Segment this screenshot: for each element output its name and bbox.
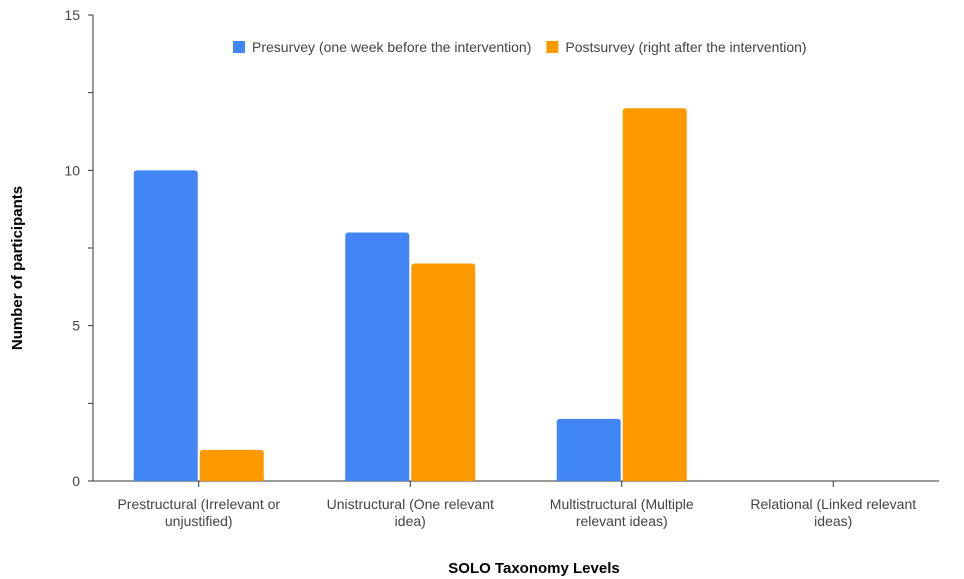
- category-label-line: Unistructural (One relevant: [327, 496, 494, 512]
- legend-swatch-postsurvey: [546, 41, 559, 53]
- legend: Presurvey (one week before the intervent…: [233, 39, 807, 55]
- y-axis-title: Number of participants: [9, 186, 26, 350]
- x-axis-title: SOLO Taxonomy Levels: [448, 560, 619, 577]
- category-label: Prestructural (Irrelevant or unjustified): [117, 496, 280, 529]
- y-tick-label: 10: [64, 162, 80, 178]
- legend-label-presurvey: Presurvey (one week before the intervent…: [252, 39, 531, 55]
- bar-base-presurvey: [556, 477, 621, 481]
- bars: [133, 108, 687, 482]
- category-label-line: Multistructural (Multiple: [550, 496, 694, 512]
- bar-base-presurvey: [345, 477, 410, 481]
- legend-label-postsurvey: Postsurvey (right after the intervention…: [565, 39, 806, 55]
- legend-swatch-presurvey: [233, 41, 245, 53]
- bar-base-postsurvey: [622, 477, 687, 481]
- y-tick-label: 5: [72, 318, 80, 334]
- category-label: Unistructural (One relevant idea): [327, 496, 494, 529]
- category-label: Multistructural (Multiple relevant ideas): [550, 496, 694, 529]
- bar-base-postsurvey: [411, 477, 476, 481]
- bar-presurvey: [345, 232, 410, 481]
- category-labels: Prestructural (Irrelevant or unjustified)…: [117, 496, 916, 529]
- bar-presurvey: [556, 418, 621, 481]
- y-tick-label: 0: [72, 473, 80, 489]
- bar-postsurvey: [411, 263, 476, 481]
- y-tick-label: 15: [64, 7, 80, 23]
- category-label-line: ideas): [814, 513, 852, 529]
- category-label-line: unjustified): [165, 513, 233, 529]
- category-label-line: idea): [395, 513, 426, 529]
- bar-presurvey: [133, 170, 198, 482]
- bar-base-postsurvey: [199, 477, 264, 481]
- category-label: Relational (Linked relevant ideas): [750, 496, 916, 529]
- bar-base-presurvey: [133, 477, 198, 481]
- bar-postsurvey: [622, 108, 687, 481]
- category-label-line: Relational (Linked relevant: [750, 496, 916, 512]
- x-ticks: [198, 481, 834, 487]
- y-ticks: 0 5 10 15: [64, 7, 93, 489]
- bar-postsurvey: [199, 449, 264, 481]
- category-label-line: Prestructural (Irrelevant or: [117, 496, 280, 512]
- category-label-line: relevant ideas): [576, 513, 668, 529]
